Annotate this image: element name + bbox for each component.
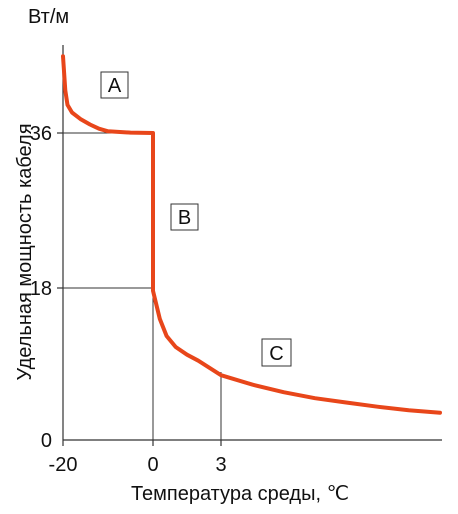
y-tick-label-0: 0 xyxy=(41,430,52,452)
region-text-b: B xyxy=(178,207,191,229)
y-tick-label-36: 36 xyxy=(30,123,52,145)
region-text-a: A xyxy=(108,75,122,97)
x-tick-label-3: 3 xyxy=(215,454,226,476)
region-label-a: A xyxy=(100,71,129,99)
x-tick-label-neg20: -20 xyxy=(49,454,78,476)
region-box-a xyxy=(100,71,129,99)
region-label-b: B xyxy=(170,203,199,231)
region-label-c: C xyxy=(261,338,292,367)
region-text-c: C xyxy=(269,343,283,365)
series-line xyxy=(61,54,442,415)
y-axis-title: Удельная мощность кабеля xyxy=(14,123,36,380)
x-axis-title: Температура среды, ℃ xyxy=(131,483,349,505)
y-tick-label-18: 18 xyxy=(30,278,52,300)
x-tick-label-0: 0 xyxy=(147,454,158,476)
region-box-b xyxy=(170,203,199,231)
region-box-c xyxy=(261,338,292,367)
y-unit-label: Вт/м xyxy=(28,6,69,28)
